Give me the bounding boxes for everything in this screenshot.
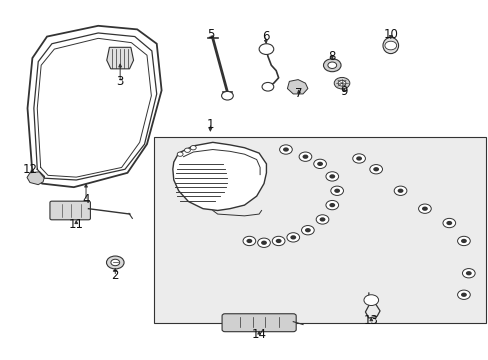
Circle shape [275,239,281,243]
Circle shape [106,256,124,269]
Circle shape [372,167,378,171]
Circle shape [305,228,310,232]
Circle shape [465,271,471,275]
Circle shape [317,162,323,166]
Circle shape [446,221,451,225]
Circle shape [299,152,311,161]
Circle shape [327,62,336,68]
Text: 8: 8 [328,50,335,63]
Circle shape [301,226,314,235]
Circle shape [460,239,466,243]
Circle shape [363,295,378,306]
Text: 11: 11 [69,218,83,231]
Circle shape [330,186,343,195]
Circle shape [283,147,288,152]
Circle shape [262,82,273,91]
Circle shape [302,154,308,159]
Bar [154,137,485,323]
Text: 7: 7 [295,87,302,100]
FancyBboxPatch shape [50,201,90,220]
Circle shape [325,172,338,181]
Text: 5: 5 [206,28,214,41]
Circle shape [329,203,334,207]
Circle shape [460,293,466,297]
Text: 2: 2 [111,269,119,282]
Text: 4: 4 [82,193,90,206]
Circle shape [337,80,345,86]
Circle shape [259,44,273,54]
Text: 9: 9 [340,85,347,98]
Circle shape [319,217,325,222]
Circle shape [221,91,233,100]
Circle shape [462,269,474,278]
Circle shape [184,148,190,152]
Circle shape [442,219,455,228]
Text: 10: 10 [383,28,397,41]
Circle shape [243,236,255,246]
Circle shape [325,201,338,210]
Circle shape [323,59,340,72]
Circle shape [177,152,183,156]
Circle shape [421,207,427,211]
Circle shape [369,165,382,174]
Text: 14: 14 [251,328,266,341]
Circle shape [279,145,292,154]
Circle shape [384,41,396,50]
Circle shape [333,77,349,89]
Text: 3: 3 [116,75,123,88]
FancyBboxPatch shape [222,314,296,332]
Polygon shape [27,172,44,185]
Circle shape [397,189,403,193]
Circle shape [418,204,430,213]
Circle shape [313,159,326,168]
Circle shape [355,156,361,161]
Polygon shape [27,26,161,187]
Circle shape [333,189,339,193]
Circle shape [246,239,252,243]
Circle shape [261,240,266,245]
Circle shape [316,215,328,224]
Text: 6: 6 [261,30,269,43]
Text: 1: 1 [206,118,214,131]
Circle shape [329,174,334,179]
Circle shape [272,236,285,246]
Circle shape [286,233,299,242]
Polygon shape [287,80,307,94]
Polygon shape [172,142,266,211]
Text: 12: 12 [22,163,38,176]
Circle shape [190,145,196,150]
Circle shape [457,290,469,300]
Polygon shape [106,47,133,69]
Circle shape [352,154,365,163]
Circle shape [290,235,296,239]
Text: 13: 13 [363,314,378,327]
Ellipse shape [382,37,398,54]
Circle shape [457,236,469,246]
Circle shape [393,186,406,195]
Circle shape [257,238,270,247]
Circle shape [111,259,120,266]
